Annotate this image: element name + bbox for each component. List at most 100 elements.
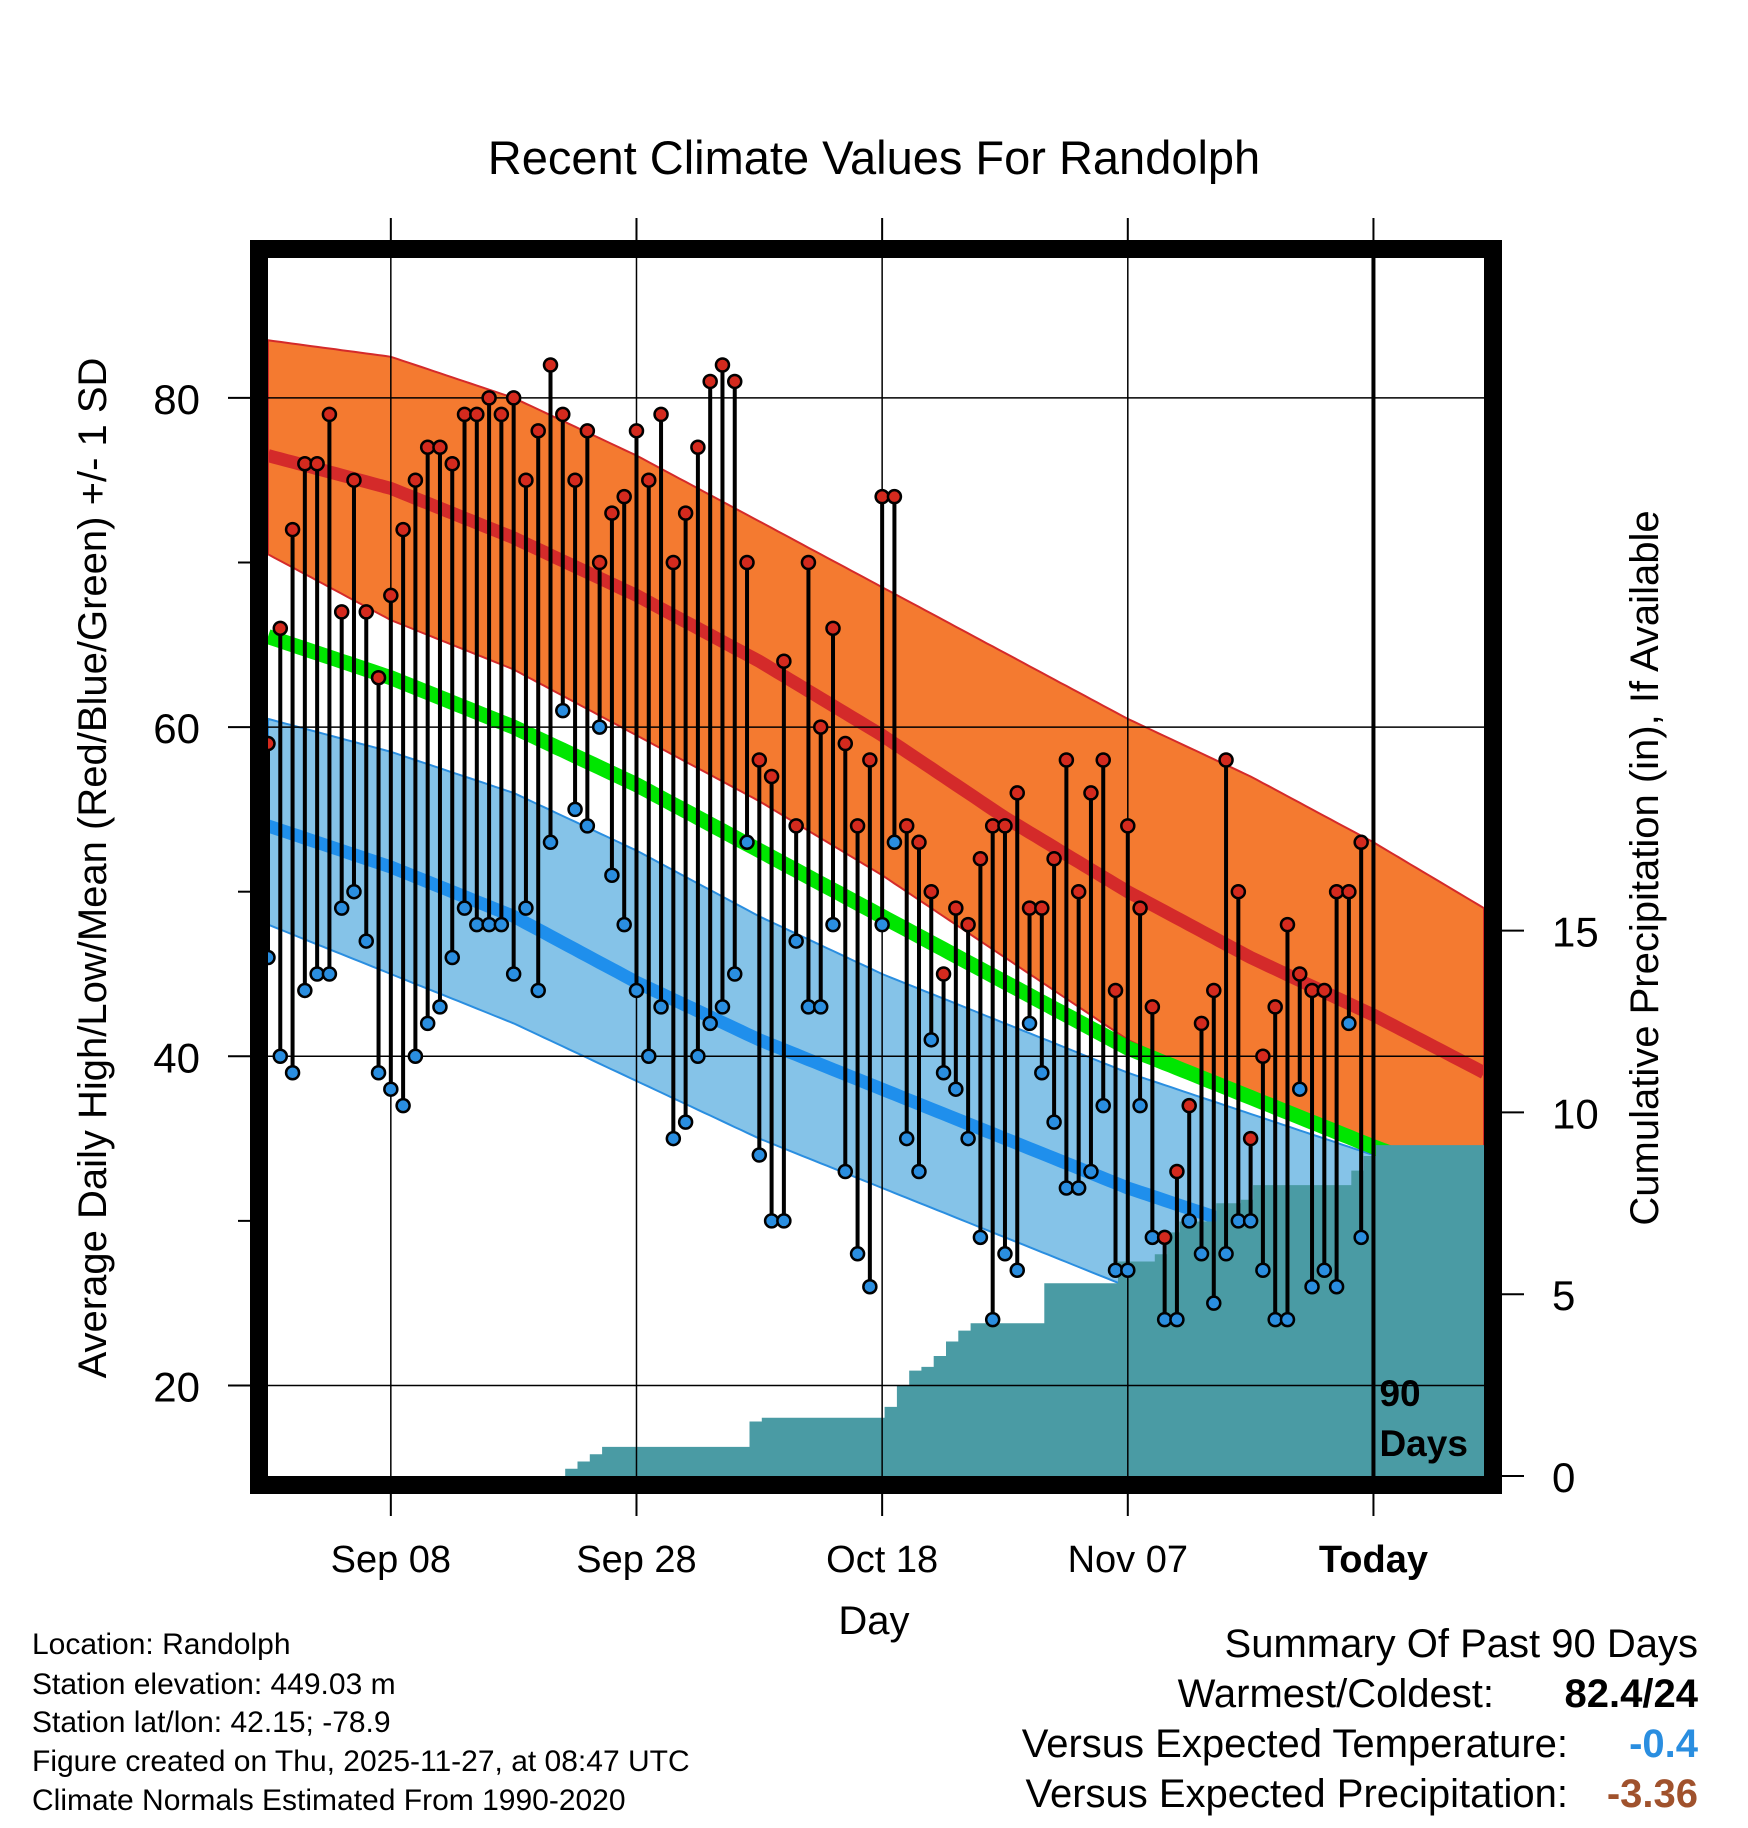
daily-low-point <box>395 1097 411 1114</box>
daily-low-point <box>530 982 546 999</box>
daily-low-point <box>456 900 473 916</box>
daily-high-point <box>268 735 276 752</box>
x-tick-label: Oct 18 <box>826 1539 938 1581</box>
daily-high-point <box>309 455 325 472</box>
daily-low-point <box>321 966 338 982</box>
chart-title: Recent Climate Values For Randolph <box>488 131 1260 184</box>
daily-high-point <box>702 373 718 390</box>
daily-high-point <box>1230 883 1247 900</box>
daily-low-point <box>383 1081 399 1097</box>
daily-low-point <box>358 933 375 949</box>
daily-low-point <box>923 1032 940 1048</box>
daily-high-point <box>997 818 1013 834</box>
y2-tick-label: 5 <box>1552 1272 1575 1319</box>
temp-value: -0.4 <box>1629 1722 1698 1766</box>
y2-tick-label: 15 <box>1552 909 1599 956</box>
daily-low-point <box>1193 1246 1210 1262</box>
daily-high-point <box>346 472 362 488</box>
daily-low-point <box>628 982 645 999</box>
daily-low-point <box>333 900 350 916</box>
elevation-text: Station elevation: 449.03 m <box>32 1668 396 1701</box>
mean-normal-line <box>268 629 1484 1196</box>
daily-low-point <box>407 1048 424 1065</box>
daily-low-point <box>1206 1295 1222 1311</box>
daily-low-point <box>419 1015 436 1032</box>
daily-low-point <box>346 883 362 900</box>
daily-high-point <box>935 966 952 982</box>
daily-high-point <box>493 406 510 423</box>
daily-high-point <box>1169 1163 1185 1180</box>
location-text: Location: Randolph <box>32 1628 291 1661</box>
today-days-number: 90 <box>1379 1373 1420 1414</box>
plot-frame <box>250 240 1502 1494</box>
daily-high-point <box>776 653 792 670</box>
daily-high-point <box>812 719 829 735</box>
daily-high-point <box>555 406 571 423</box>
daily-low-point <box>1255 1262 1271 1279</box>
daily-high-point <box>272 620 289 637</box>
daily-high-point <box>358 604 375 620</box>
daily-low-point <box>1120 1262 1136 1279</box>
x-tick-label: Sep 08 <box>331 1539 451 1581</box>
y2-axis-label: Cumulative Precipitation (in), If Availa… <box>1623 510 1667 1225</box>
daily-high-point <box>1218 752 1234 768</box>
summary-title: Summary Of Past 90 Days <box>1224 1622 1698 1666</box>
daily-low-point <box>739 834 755 851</box>
plot-clipped: 90 Days <box>268 258 1484 1476</box>
daily-low-point <box>1341 1015 1357 1032</box>
daily-low-point <box>616 916 632 933</box>
daily-low-point <box>591 719 608 735</box>
daily-high-point <box>616 488 632 505</box>
daily-bars <box>268 357 1369 1328</box>
daily-high-point <box>1070 883 1087 900</box>
daily-high-point <box>1107 982 1124 999</box>
daily-low-point <box>1242 1213 1259 1229</box>
daily-high-point <box>542 357 559 373</box>
daily-high-point <box>407 472 424 488</box>
created-text: Figure created on Thu, 2025-11-27, at 08… <box>32 1745 690 1778</box>
precip-label: Versus Expected Precipitation: <box>1025 1772 1568 1816</box>
daily-high-point <box>1255 1048 1271 1065</box>
daily-low-point <box>653 999 669 1015</box>
x-tick-label: Nov 07 <box>1068 1539 1188 1581</box>
x-tick-label: Sep 28 <box>576 1539 696 1581</box>
daily-low-point <box>604 867 620 883</box>
daily-low-point <box>837 1163 854 1180</box>
daily-low-point <box>370 1064 387 1081</box>
today-days-word: Days <box>1379 1423 1467 1464</box>
y2-tick-label: 10 <box>1552 1090 1599 1137</box>
high-normal-line <box>268 449 1484 1079</box>
daily-low-point <box>1328 1278 1345 1295</box>
daily-high-point <box>641 472 657 488</box>
daily-high-point <box>972 851 989 867</box>
y-tick-label: 80 <box>153 376 200 423</box>
daily-high-point <box>800 554 817 571</box>
x-tick-label: Today <box>1319 1539 1428 1581</box>
daily-low-point <box>862 1278 878 1295</box>
daily-low-point <box>567 801 583 818</box>
y-tick-label: 40 <box>153 1034 200 1081</box>
daily-low-point <box>1316 1262 1333 1279</box>
daily-high-point <box>1058 752 1075 768</box>
daily-low-point <box>726 966 743 982</box>
daily-low-point <box>579 818 596 834</box>
daily-high-point <box>1132 900 1148 916</box>
daily-high-point <box>714 357 731 373</box>
daily-low-point <box>1169 1311 1185 1328</box>
daily-high-point <box>862 752 878 768</box>
warmest-label: Warmest/Coldest: <box>1177 1672 1494 1716</box>
daily-low-point <box>1218 1246 1234 1262</box>
daily-low-point <box>1034 1064 1050 1081</box>
daily-low-point <box>960 1130 976 1147</box>
daily-high-point <box>383 587 399 604</box>
daily-low-point <box>984 1311 1001 1328</box>
daily-high-point <box>1279 916 1296 933</box>
daily-high-point <box>763 768 780 785</box>
daily-high-point <box>825 620 841 637</box>
daily-high-point <box>923 883 940 900</box>
y-axis-label: Average Daily High/Low/Mean (Red/Blue/Gr… <box>71 358 115 1379</box>
daily-high-point <box>628 423 645 439</box>
daily-high-point <box>849 818 866 834</box>
daily-high-point <box>284 521 301 538</box>
